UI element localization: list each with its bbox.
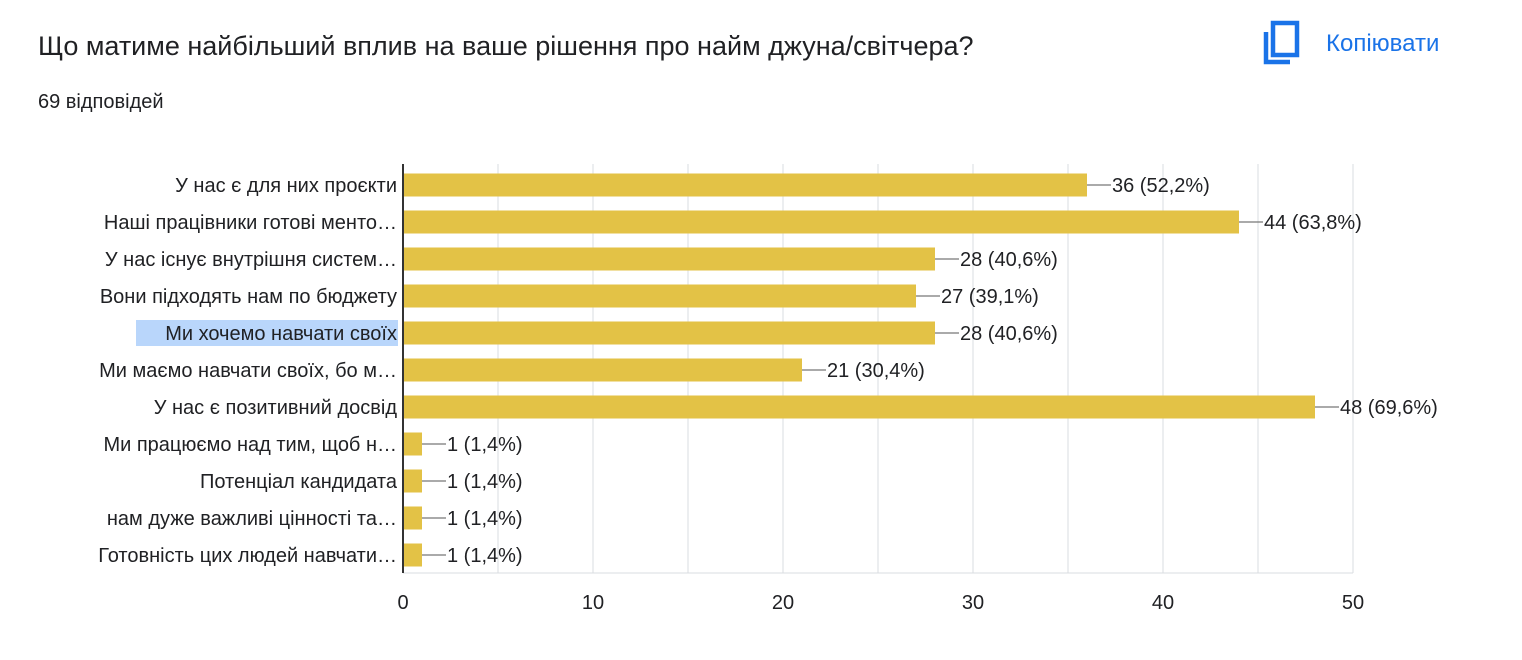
value-label: 28 (40,6%) (960, 323, 1058, 345)
value-label: 36 (52,2%) (1112, 175, 1210, 197)
category-label: У нас є позитивний досвід (154, 397, 398, 419)
x-tick-label: 50 (1342, 592, 1364, 614)
value-label: 1 (1,4%) (447, 508, 523, 530)
category-label: Готовність цих людей навчати… (98, 545, 397, 567)
bar (403, 321, 935, 345)
value-label: 21 (30,4%) (827, 360, 925, 382)
bar (403, 432, 422, 456)
x-tick-label: 30 (962, 592, 984, 614)
bar (403, 247, 935, 271)
value-label: 44 (63,8%) (1264, 212, 1362, 234)
category-label: Вони підходять нам по бюджету (100, 286, 397, 308)
category-label: Потенціал кандидата (200, 471, 398, 493)
bar (403, 506, 422, 530)
category-label: У нас є для них проєкти (175, 175, 397, 197)
bar-chart: 0 10 20 30 40 50 У нас є для них проєкти 36 (52… (98, 164, 1438, 614)
x-tick-label: 10 (582, 592, 604, 614)
x-tick-label: 20 (772, 592, 794, 614)
category-label: Ми маємо навчати своїх, бо м… (99, 360, 397, 382)
value-label: 27 (39,1%) (941, 286, 1039, 308)
category-label: Ми працюємо над тим, щоб н… (103, 434, 397, 456)
bar (403, 543, 422, 567)
category-label: Ми хочемо навчати своїх (165, 323, 397, 345)
x-tick-label: 40 (1152, 592, 1174, 614)
value-label: 1 (1,4%) (447, 545, 523, 567)
bar (403, 173, 1087, 197)
text-selection-highlight (136, 320, 398, 346)
copy-icon (1263, 20, 1300, 65)
chart-title: Що матиме найбільший вплив на ваше рішен… (38, 31, 974, 61)
bar (403, 395, 1315, 419)
bar (403, 469, 422, 493)
value-label: 28 (40,6%) (960, 249, 1058, 271)
value-label: 48 (69,6%) (1340, 397, 1438, 419)
category-label: Наші працівники готові менто… (104, 212, 397, 234)
value-label: 1 (1,4%) (447, 471, 523, 493)
value-label: 1 (1,4%) (447, 434, 523, 456)
copy-button[interactable]: Копіювати (1258, 18, 1439, 70)
x-tick-label: 0 (397, 592, 408, 614)
response-count: 69 відповідей (38, 91, 164, 113)
category-label: нам дуже важливі цінності та… (107, 508, 397, 530)
copy-label: Копіювати (1326, 30, 1440, 57)
bar (403, 210, 1239, 234)
category-label: У нас існує внутрішня систем… (105, 249, 397, 271)
bar (403, 358, 802, 382)
bar (403, 284, 916, 308)
